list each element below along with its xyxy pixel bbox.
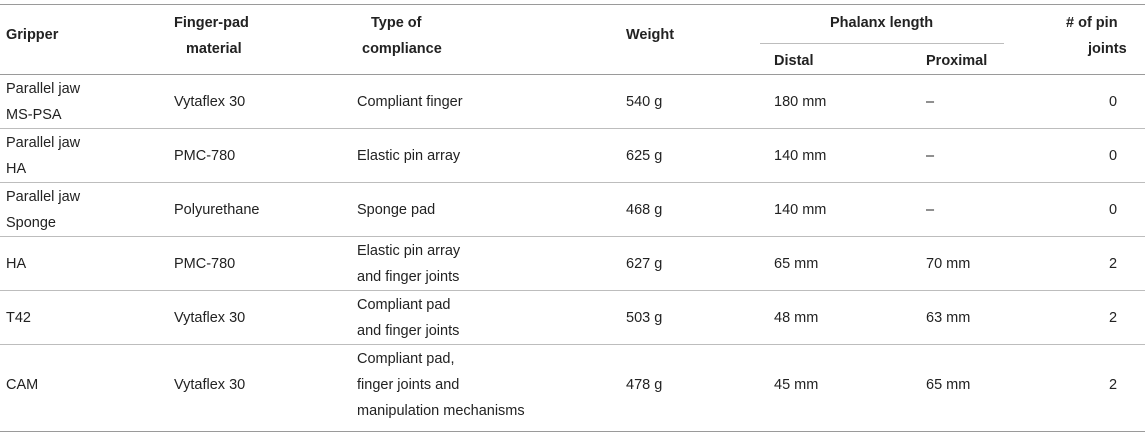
header-compliance: compliance	[362, 41, 442, 57]
cell-material: PMC-780	[174, 256, 236, 272]
header-distal: Distal	[774, 53, 814, 69]
cell-proximal: 65 mm	[926, 377, 971, 393]
cell-compliance: Compliant finger	[357, 94, 463, 110]
cell-proximal: 63 mm	[926, 310, 971, 326]
table-top-rule	[0, 4, 1145, 5]
cell-weight: 503 g	[626, 310, 663, 326]
header-gripper: Gripper	[6, 27, 59, 43]
cell-compliance: Elastic pin array	[357, 243, 461, 259]
cell-distal: 140 mm	[774, 148, 827, 164]
cell-distal: 45 mm	[774, 377, 819, 393]
header-finger-pad-material: material	[186, 41, 242, 57]
cell-pins: 2	[1109, 310, 1118, 326]
cell-gripper: Parallel jaw	[6, 189, 81, 205]
cell-gripper: MS-PSA	[6, 107, 62, 123]
cell-distal: 140 mm	[774, 202, 827, 218]
row-rule	[0, 290, 1145, 291]
cell-pins: 2	[1109, 377, 1118, 393]
header-type-of: Type of	[371, 15, 422, 31]
cell-gripper: HA	[6, 256, 27, 272]
cell-gripper: Sponge	[6, 215, 56, 231]
cell-material: PMC-780	[174, 148, 236, 164]
cell-proximal: 70 mm	[926, 256, 971, 272]
cell-material: Polyurethane	[174, 202, 260, 218]
cell-gripper: HA	[6, 161, 27, 177]
cell-weight: 625 g	[626, 148, 663, 164]
cell-compliance: Compliant pad	[357, 297, 451, 313]
cell-compliance: and finger joints	[357, 269, 460, 285]
cell-pins: 0	[1109, 94, 1118, 110]
header-finger-pad: Finger-pad	[174, 15, 249, 31]
cell-compliance: finger joints and	[357, 377, 460, 393]
row-rule	[0, 128, 1145, 129]
cell-distal: 65 mm	[774, 256, 819, 272]
cell-proximal: –	[926, 94, 935, 110]
header-weight: Weight	[626, 27, 675, 43]
cell-weight: 468 g	[626, 202, 663, 218]
cell-gripper: T42	[6, 310, 31, 326]
cell-gripper: Parallel jaw	[6, 135, 81, 151]
cell-distal: 180 mm	[774, 94, 827, 110]
cell-material: Vytaflex 30	[174, 94, 246, 110]
row-rule	[0, 236, 1145, 237]
cell-proximal: –	[926, 202, 935, 218]
header-proximal: Proximal	[926, 53, 988, 69]
cell-gripper: CAM	[6, 377, 39, 393]
cell-compliance: manipulation mechanisms	[357, 403, 525, 419]
cell-pins: 2	[1109, 256, 1118, 272]
cell-proximal: –	[926, 148, 935, 164]
cell-gripper: Parallel jaw	[6, 81, 81, 97]
header-bottom-rule	[0, 74, 1145, 75]
cell-material: Vytaflex 30	[174, 310, 246, 326]
header-pin-joints-2: joints	[1088, 41, 1127, 57]
phalanx-underline	[760, 43, 1004, 44]
cell-compliance: Elastic pin array	[357, 148, 461, 164]
cell-compliance: Sponge pad	[357, 202, 436, 218]
cell-weight: 478 g	[626, 377, 663, 393]
cell-pins: 0	[1109, 148, 1118, 164]
cell-weight: 627 g	[626, 256, 663, 272]
cell-material: Vytaflex 30	[174, 377, 246, 393]
row-rule	[0, 182, 1145, 183]
cell-weight: 540 g	[626, 94, 663, 110]
header-phalanx-length: Phalanx length	[830, 15, 934, 31]
table-bottom-rule	[0, 431, 1145, 432]
cell-distal: 48 mm	[774, 310, 819, 326]
row-rule	[0, 344, 1145, 345]
cell-compliance: Compliant pad,	[357, 351, 455, 367]
cell-compliance: and finger joints	[357, 323, 460, 339]
header-pin-joints: # of pin	[1066, 15, 1118, 31]
cell-pins: 0	[1109, 202, 1118, 218]
